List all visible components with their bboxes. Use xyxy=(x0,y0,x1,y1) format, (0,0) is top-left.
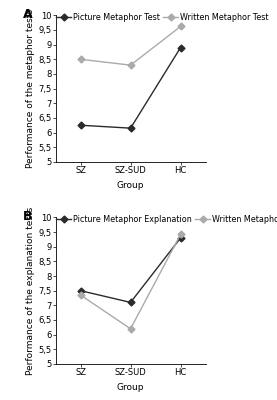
Written Metaphor Explanation xyxy=(79,293,82,298)
X-axis label: Group: Group xyxy=(117,180,144,190)
X-axis label: Group: Group xyxy=(117,383,144,392)
Written Metaphor Test xyxy=(79,57,82,62)
Line: Picture Metaphor Test: Picture Metaphor Test xyxy=(78,45,183,130)
Picture Metaphor Explanation xyxy=(179,236,182,240)
Legend: Picture Metaphor Explanation, Written Metaphor Explanation: Picture Metaphor Explanation, Written Me… xyxy=(56,214,277,225)
Line: Written Metaphor Test: Written Metaphor Test xyxy=(78,24,183,68)
Text: A: A xyxy=(22,8,32,21)
Picture Metaphor Test xyxy=(179,45,182,50)
Picture Metaphor Explanation xyxy=(79,288,82,293)
Written Metaphor Test xyxy=(179,24,182,29)
Picture Metaphor Explanation xyxy=(129,300,132,305)
Picture Metaphor Test xyxy=(129,126,132,130)
Line: Written Metaphor Explanation: Written Metaphor Explanation xyxy=(78,232,183,331)
Line: Picture Metaphor Explanation: Picture Metaphor Explanation xyxy=(78,236,183,305)
Y-axis label: Performance of the explanation tests: Performance of the explanation tests xyxy=(26,206,35,375)
Y-axis label: Performance of the metaphor tests: Performance of the metaphor tests xyxy=(26,9,35,168)
Written Metaphor Explanation xyxy=(129,326,132,331)
Text: B: B xyxy=(22,210,32,223)
Written Metaphor Test xyxy=(129,63,132,68)
Picture Metaphor Test xyxy=(79,123,82,128)
Written Metaphor Explanation xyxy=(179,232,182,237)
Legend: Picture Metaphor Test, Written Metaphor Test: Picture Metaphor Test, Written Metaphor … xyxy=(56,12,270,23)
